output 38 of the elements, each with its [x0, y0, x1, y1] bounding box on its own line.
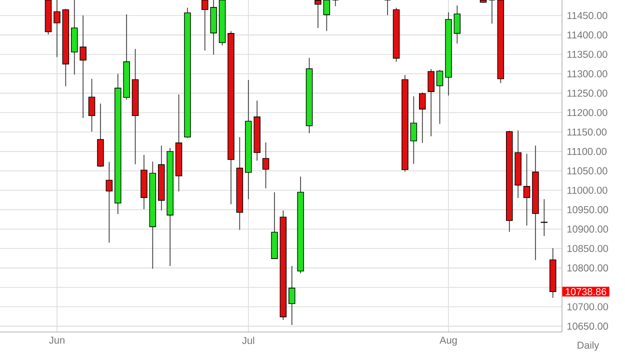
candlestick [488, 0, 496, 24]
candlestick [384, 0, 392, 16]
candlestick [436, 69, 444, 124]
candlestick [540, 198, 548, 236]
x-tick-label: Aug [440, 336, 457, 346]
y-tick-label: 11450.00 [567, 12, 608, 20]
candlestick [288, 266, 296, 326]
y-tick-label: 10950.00 [567, 206, 608, 214]
y-tick-label: 10700.00 [567, 303, 608, 310]
y-tick-label: 11250.00 [567, 90, 608, 97]
candlestick [428, 68, 434, 137]
x-tick-label: Jul [242, 336, 254, 344]
y-tick-label: 11200.00 [567, 109, 608, 116]
candlestick [88, 78, 96, 132]
candlestick [454, 5, 461, 44]
candlestick [523, 153, 530, 226]
candlestick [410, 96, 418, 164]
candlestick [54, 0, 60, 58]
y-tick-label: 11400.00 [567, 31, 608, 38]
y-tick-label: 11050.00 [567, 167, 608, 174]
y-tick-label: 11100.00 [567, 148, 607, 155]
candlestick [323, 0, 330, 32]
y-tick-label: 11300.00 [567, 70, 608, 78]
text: 10738.86 [566, 288, 606, 296]
y-tick-label: 10850.00 [567, 244, 608, 252]
x-tick-label: Jun [49, 336, 64, 344]
candlestick [262, 142, 270, 189]
candlestick [332, 0, 339, 7]
candlestick [314, 0, 322, 28]
y-tick-label: 11000.00 [567, 186, 608, 194]
y-tick-label: 11150.00 [567, 128, 607, 136]
y-tick-label: 11350.00 [567, 50, 608, 58]
text: Daily [578, 341, 600, 351]
y-tick-label: 10900.00 [567, 226, 608, 233]
y-tick-label: 10800.00 [567, 264, 608, 272]
candlestick [106, 162, 113, 244]
y-tick-label: 10650.00 [567, 322, 608, 330]
candlestick [418, 92, 426, 144]
